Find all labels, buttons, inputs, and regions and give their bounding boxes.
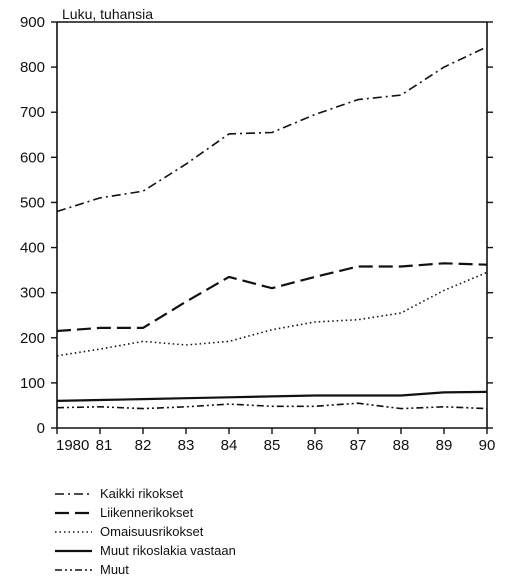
legend: Kaikki rikokset Liikennerikokset Omaisuusr… [55, 486, 236, 577]
y-tick-label: 800 [20, 59, 45, 76]
y-tick-label: 0 [37, 420, 45, 437]
y-tick-label: 500 [20, 194, 45, 211]
y-tick-label: 100 [20, 375, 45, 392]
plot-area [56, 46, 488, 410]
y-tick-label: 900 [20, 14, 45, 31]
x-tick-label: 84 [221, 437, 238, 454]
series-line-3 [56, 271, 488, 357]
x-tick-label: 1980 [56, 437, 89, 454]
series-line-5 [56, 402, 488, 410]
legend-label-4: Muut rikoslakia vastaan [100, 543, 236, 558]
x-tick-label: 81 [96, 437, 113, 454]
y-unit-label: Luku, tuhansia [62, 6, 153, 22]
x-tick-label: 85 [264, 437, 281, 454]
series-line-2 [56, 262, 488, 333]
x-tick-label: 86 [307, 437, 324, 454]
series-line-1 [56, 46, 488, 213]
y-tick-label: 200 [20, 330, 45, 347]
axes: 0 100 200 300 400 500 600 700 800 900 1980 81 82 83 84… [20, 14, 495, 454]
x-tick-label: 88 [393, 437, 410, 454]
x-tick-label: 90 [479, 437, 496, 454]
x-tick-label: 89 [436, 437, 453, 454]
x-tick-label: 82 [135, 437, 152, 454]
legend-label-5: Muut [100, 562, 129, 577]
y-tick-label: 300 [20, 285, 45, 302]
x-tick-label: 83 [178, 437, 195, 454]
legend-label-1: Kaikki rikokset [100, 486, 183, 501]
y-tick-label: 700 [20, 104, 45, 121]
x-tick-label: 87 [350, 437, 367, 454]
y-tick-label: 400 [20, 240, 45, 257]
legend-label-2: Liikennerikokset [100, 505, 194, 520]
series-line-4 [56, 390, 488, 402]
legend-label-3: Omaisuusrikokset [100, 524, 204, 539]
y-tick-label: 600 [20, 149, 45, 166]
